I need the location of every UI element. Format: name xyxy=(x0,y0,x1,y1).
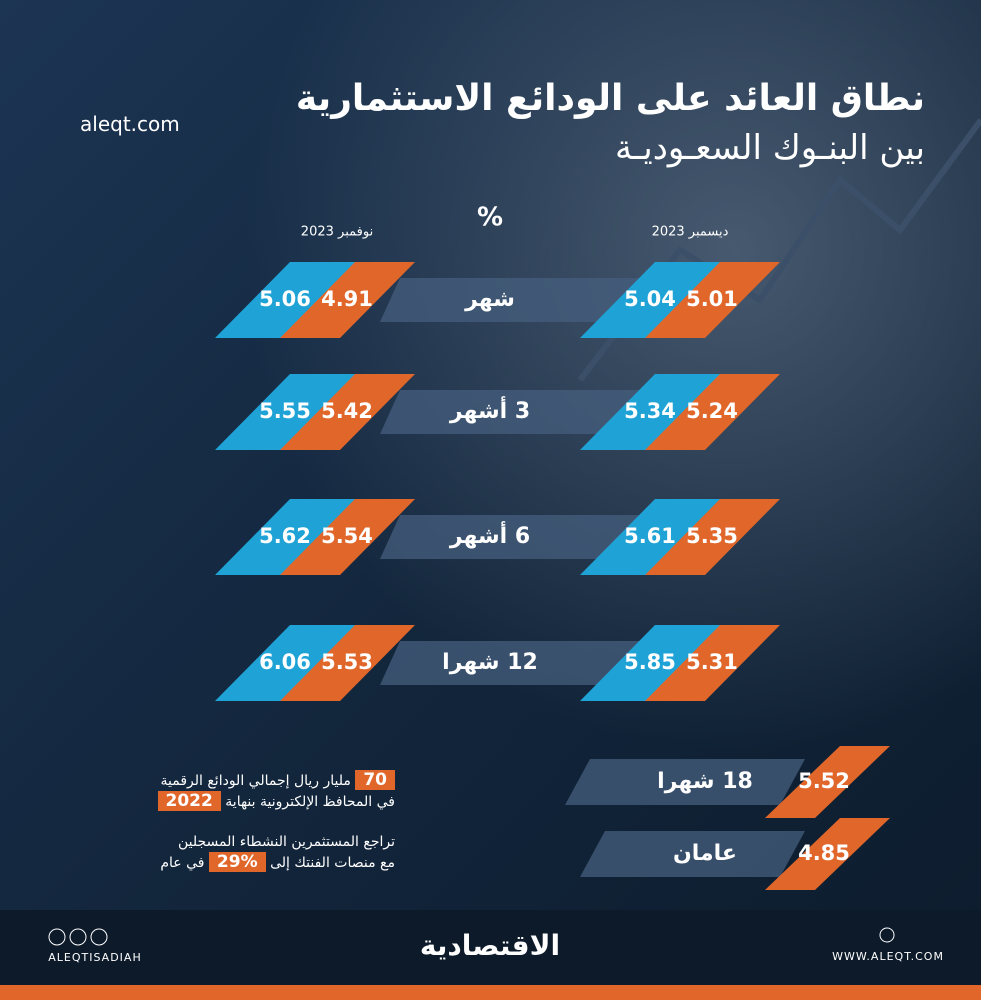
rate-box-blue xyxy=(215,374,362,450)
footer-logo: الاقتصادية xyxy=(420,929,560,962)
row-bar xyxy=(380,641,650,685)
rate-box-blue xyxy=(580,625,727,701)
note-text: في المحافظ الإلكترونية بنهاية xyxy=(225,794,395,810)
row-bar xyxy=(380,278,650,322)
note: 70 مليار ريال إجمالي الودائع الرقمية في … xyxy=(157,770,395,812)
rate-box-orange xyxy=(645,374,780,450)
row-label: 12 شهرا xyxy=(442,650,538,675)
rate-box-orange xyxy=(765,746,890,818)
rate-value: 5.54 xyxy=(321,524,373,548)
note-line: مع منصات الفنتك إلى 29% في عام xyxy=(160,852,395,873)
row-bar xyxy=(380,515,650,559)
rate-box-blue xyxy=(215,625,362,701)
rate-box-orange xyxy=(280,262,415,338)
note-line: تراجع المستثمرين النشطاء المسجلين xyxy=(160,832,395,852)
rate-value: 5.61 xyxy=(624,524,676,548)
rate-value: 5.85 xyxy=(624,650,676,674)
note-text: تراجع المستثمرين النشطاء المسجلين xyxy=(177,834,395,850)
note-line: في المحافظ الإلكترونية بنهاية 2022 xyxy=(157,791,395,812)
footer-strip xyxy=(0,985,981,1000)
note-line: 70 مليار ريال إجمالي الودائع الرقمية xyxy=(158,770,395,791)
subtitle: بين البنـوك السعـوديـة xyxy=(615,128,925,168)
rate-value: 5.42 xyxy=(321,399,373,423)
row-label: 18 شهرا xyxy=(657,769,753,794)
rate-box-orange xyxy=(645,262,780,338)
rate-value: 5.24 xyxy=(686,399,738,423)
row-bar xyxy=(580,831,805,877)
note-text: مع منصات الفنتك إلى xyxy=(270,855,395,871)
rate-value: 5.62 xyxy=(259,524,311,548)
rate-box-orange xyxy=(645,625,780,701)
rate-box-orange xyxy=(765,818,890,890)
row-label: شهر xyxy=(464,287,515,312)
rate-box-orange xyxy=(645,499,780,575)
rate-box-orange xyxy=(280,625,415,701)
column-header: ديسمبر 2023 xyxy=(652,225,729,240)
rate-box-orange xyxy=(280,499,415,575)
unit: % xyxy=(477,203,503,233)
rate-value: 6.06 xyxy=(259,650,311,674)
row-label: عامان xyxy=(673,841,737,866)
site: aleqt.com xyxy=(80,112,180,136)
note-highlight: 29% xyxy=(208,852,266,872)
rate-box-blue xyxy=(580,374,727,450)
rate-value: 5.04 xyxy=(624,287,676,311)
footer-handle: ALEQTISADIAH xyxy=(48,951,141,964)
column-header: نوفمبر 2023 xyxy=(301,225,373,240)
rate-box-orange xyxy=(280,374,415,450)
note-text: في عام xyxy=(160,855,205,871)
rate-box-blue xyxy=(580,262,727,338)
icon-instagram xyxy=(48,928,66,946)
note-highlight: 2022 xyxy=(157,791,221,811)
row-label: 3 أشهر xyxy=(449,395,530,424)
row-bar xyxy=(565,759,805,805)
note: تراجع المستثمرين النشطاء المسجلين مع منص… xyxy=(160,832,395,873)
rate-value: 4.91 xyxy=(321,287,373,311)
note-text: مليار ريال إجمالي الودائع الرقمية xyxy=(160,773,351,789)
rate-value: 5.01 xyxy=(686,287,738,311)
rate-box-blue xyxy=(215,499,362,575)
rate-value: 4.85 xyxy=(798,841,850,865)
rate-value: 5.34 xyxy=(624,399,676,423)
title: نطاق العائد على الودائع الاستثمارية xyxy=(295,78,925,119)
rate-value: 5.06 xyxy=(259,287,311,311)
note-highlight: 70 xyxy=(355,770,395,790)
row-label: 6 أشهر xyxy=(449,520,530,549)
rate-value: 5.31 xyxy=(686,650,738,674)
rate-box-blue xyxy=(215,262,362,338)
rate-value: 5.52 xyxy=(798,769,850,793)
footer-band xyxy=(0,910,981,985)
row-bar xyxy=(380,390,650,434)
rate-value: 5.55 xyxy=(259,399,311,423)
rate-value: 5.35 xyxy=(686,524,738,548)
rate-value: 5.53 xyxy=(321,650,373,674)
icon-web xyxy=(879,927,895,943)
icon-x xyxy=(90,928,108,946)
rate-box-blue xyxy=(580,499,727,575)
icon-facebook xyxy=(69,928,87,946)
footer-website: WWW.ALEQT.COM xyxy=(832,950,944,963)
